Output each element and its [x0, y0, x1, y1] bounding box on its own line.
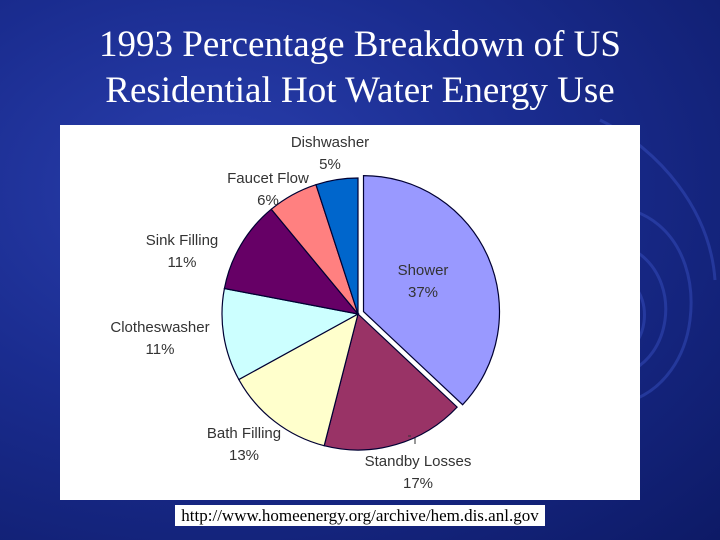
slice-value-shower: 37%	[408, 284, 438, 301]
pie-chart: Shower 37% Standby Losses 17% Bath Filling 13…	[110, 134, 501, 492]
pie-slice-bath-filling	[238, 312, 359, 447]
slice-label-standby-losses: Standby Losses	[365, 453, 472, 470]
pie-slice-sink-filling	[223, 208, 360, 315]
slice-label-shower: Shower	[398, 262, 449, 279]
slice-label-sink-filling: Sink Filling	[146, 232, 219, 249]
pie-slice-clotheswasher	[221, 287, 360, 381]
pie-slice-dishwasher	[315, 177, 359, 315]
slide-title: 1993 Percentage Breakdown of US Resident…	[0, 22, 720, 114]
slice-label-clotheswasher: Clotheswasher	[110, 319, 209, 336]
source-url-text: http://www.homeenergy.org/archive/hem.di…	[175, 505, 545, 526]
slice-label-dishwasher: Dishwasher	[291, 134, 369, 151]
slice-value-clotheswasher: 11%	[146, 341, 175, 358]
slice-label-bath-filling: Bath Filling	[207, 425, 281, 442]
pie-slice-shower	[362, 175, 501, 406]
slice-value-bath-filling: 13%	[229, 447, 259, 464]
slice-value-sink-filling: 11%	[168, 254, 197, 271]
standby-leader-tick	[408, 435, 416, 444]
title-line-2: Residential Hot Water Energy Use	[105, 70, 615, 111]
chart-panel: Shower 37% Standby Losses 17% Bath Filling 13…	[60, 125, 640, 500]
pie-slice-standby-losses	[323, 312, 458, 451]
source-url: http://www.homeenergy.org/archive/hem.di…	[0, 505, 720, 526]
slice-value-standby-losses: 17%	[403, 475, 433, 492]
slice-label-faucet-flow: Faucet Flow	[227, 170, 309, 187]
title-line-1: 1993 Percentage Breakdown of US	[99, 24, 621, 65]
slice-value-dishwasher: 5%	[319, 156, 341, 173]
slice-value-faucet-flow: 6%	[257, 192, 279, 209]
